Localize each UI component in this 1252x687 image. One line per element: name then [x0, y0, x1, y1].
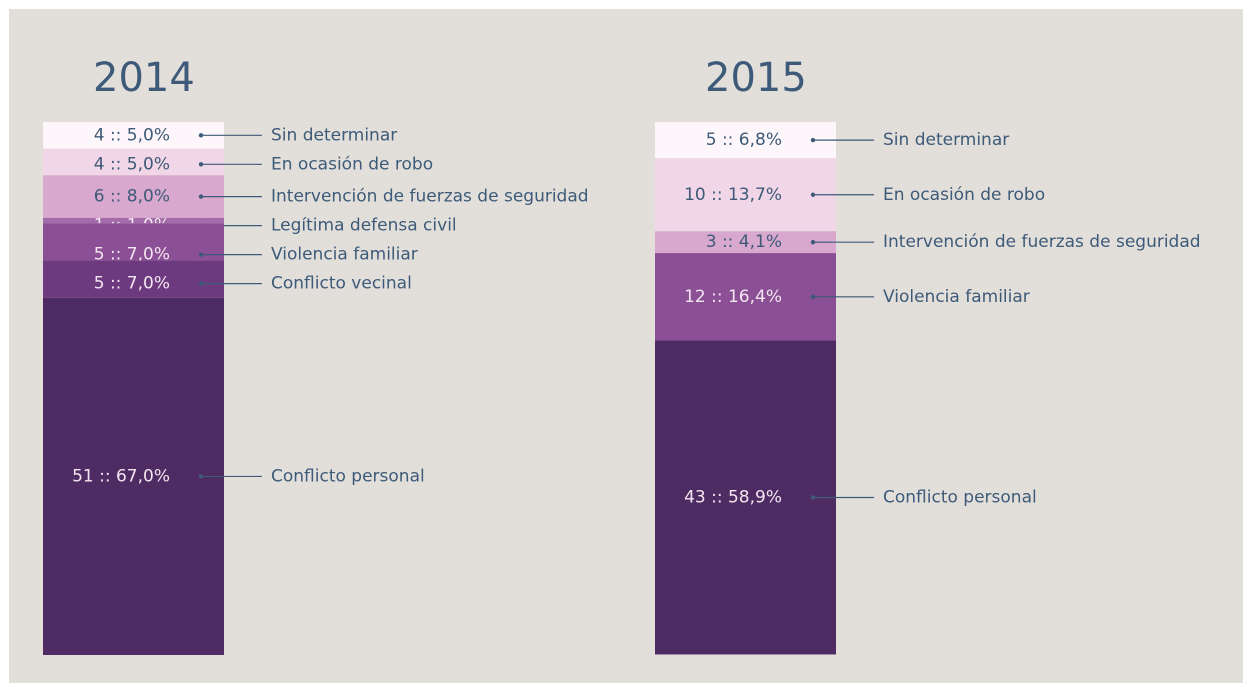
- bar-segment: [43, 148, 224, 176]
- segment-name: Conflicto vecinal: [271, 274, 412, 294]
- value-label: 51 :: 67,0%: [72, 466, 170, 486]
- value-label: 5 :: 7,0%: [94, 274, 170, 294]
- value-label: 5 :: 7,0%: [94, 245, 170, 265]
- segment-name: Violencia familiar: [883, 287, 1030, 307]
- bar-segment: [43, 297, 224, 655]
- value-label: 5 :: 6,8%: [706, 130, 782, 150]
- value-label: 6 :: 8,0%: [94, 187, 170, 207]
- bar-segment: [43, 260, 224, 298]
- chart-title: 2014: [93, 55, 195, 101]
- value-label: 43 :: 58,9%: [684, 487, 782, 507]
- value-label: 10 :: 13,7%: [684, 185, 782, 205]
- chart-title: 2015: [705, 55, 807, 101]
- segment-name: Conflicto personal: [271, 466, 425, 486]
- segment-name: Legítima defensa civil: [271, 216, 457, 236]
- bar-segment: [655, 158, 836, 232]
- bar-segment: [43, 223, 224, 261]
- value-label: 3 :: 4,1%: [706, 232, 782, 252]
- segment-name: En ocasión de robo: [271, 154, 433, 174]
- segment-name: Intervención de fuerzas de seguridad: [271, 187, 589, 207]
- value-label: 12 :: 16,4%: [684, 287, 782, 307]
- segment-name: Conflicto personal: [883, 487, 1037, 507]
- segment-name: Intervención de fuerzas de seguridad: [883, 232, 1201, 252]
- bar-segment: [655, 253, 836, 341]
- segment-name: Sin determinar: [883, 130, 1009, 150]
- segment-name: En ocasión de robo: [883, 185, 1045, 205]
- value-label: 4 :: 5,0%: [94, 154, 170, 174]
- bar-segment: [655, 231, 836, 254]
- segment-name: Sin determinar: [271, 125, 397, 145]
- bar-segment: [655, 340, 836, 655]
- segment-name: Violencia familiar: [271, 245, 418, 265]
- bar-segment: [655, 122, 836, 159]
- bar-segment: [43, 217, 224, 224]
- value-label: 4 :: 5,0%: [94, 125, 170, 145]
- bar-segment: [43, 122, 224, 149]
- bar-segment: [43, 175, 224, 218]
